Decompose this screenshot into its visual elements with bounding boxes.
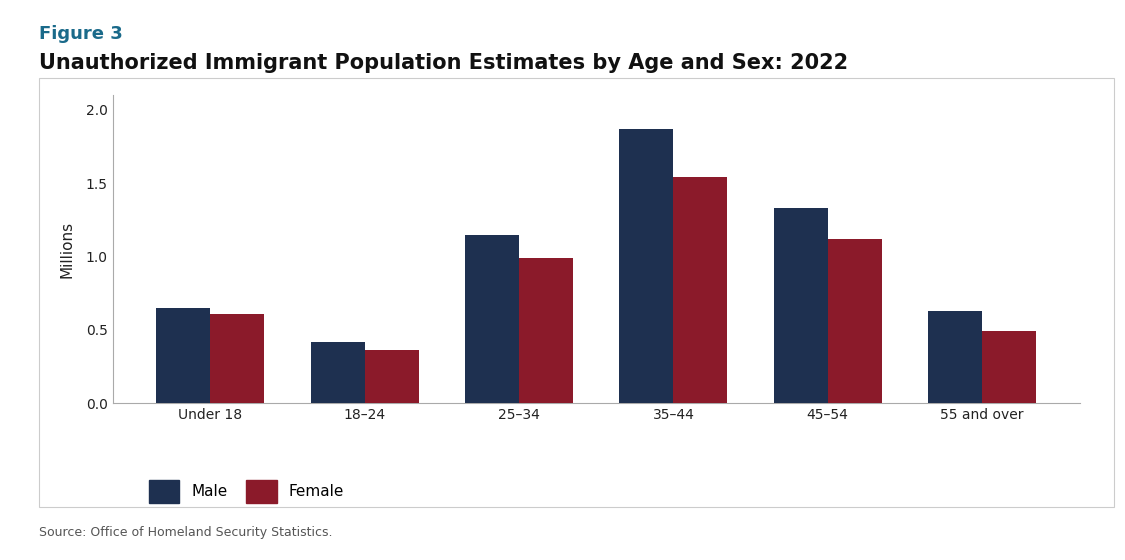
Bar	[519, 258, 573, 403]
Text: Source: Office of Homeland Security Statistics.: Source: Office of Homeland Security Stat…	[39, 526, 333, 539]
Text: Figure 3: Figure 3	[39, 25, 123, 43]
Bar	[310, 342, 364, 403]
Bar	[364, 351, 418, 403]
Bar	[465, 235, 519, 403]
Y-axis label: Millions: Millions	[60, 221, 74, 278]
Bar	[928, 311, 982, 403]
Bar	[982, 332, 1036, 403]
Bar	[620, 129, 674, 403]
Bar	[828, 239, 882, 403]
Bar	[674, 178, 728, 403]
Bar	[156, 308, 210, 403]
Legend: Male, Female: Male, Female	[140, 470, 353, 512]
Bar	[210, 314, 264, 403]
Text: Unauthorized Immigrant Population Estimates by Age and Sex: 2022: Unauthorized Immigrant Population Estima…	[39, 53, 848, 73]
Bar	[774, 208, 828, 403]
